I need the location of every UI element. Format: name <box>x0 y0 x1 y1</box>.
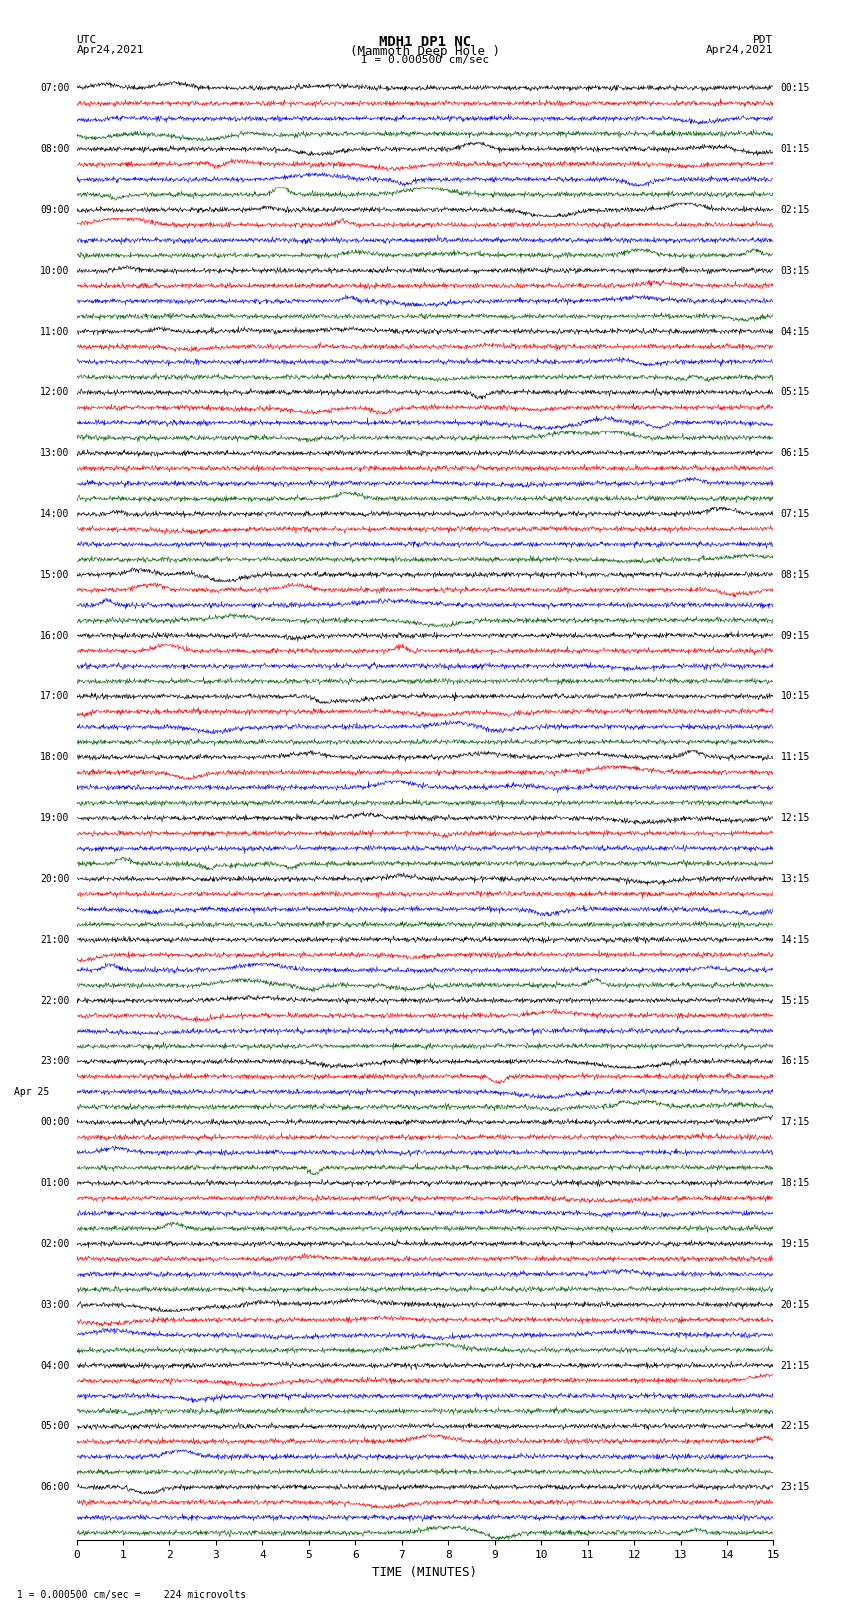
Text: Apr24,2021: Apr24,2021 <box>706 45 774 55</box>
Text: PDT: PDT <box>753 35 774 45</box>
Text: 23:00: 23:00 <box>40 1057 70 1066</box>
Text: 00:00: 00:00 <box>40 1118 70 1127</box>
Text: 02:15: 02:15 <box>780 205 810 215</box>
Text: 06:15: 06:15 <box>780 448 810 458</box>
Text: 03:00: 03:00 <box>40 1300 70 1310</box>
Text: 04:15: 04:15 <box>780 326 810 337</box>
Text: 10:00: 10:00 <box>40 266 70 276</box>
Text: 19:00: 19:00 <box>40 813 70 823</box>
Text: 01:00: 01:00 <box>40 1177 70 1189</box>
Text: 21:00: 21:00 <box>40 936 70 945</box>
Text: 01:15: 01:15 <box>780 144 810 155</box>
Text: 1 = 0.000500 cm/sec =    224 microvolts: 1 = 0.000500 cm/sec = 224 microvolts <box>17 1590 246 1600</box>
Text: 14:00: 14:00 <box>40 510 70 519</box>
Text: I = 0.000500 cm/sec: I = 0.000500 cm/sec <box>361 55 489 65</box>
Text: 11:15: 11:15 <box>780 752 810 763</box>
Text: 18:15: 18:15 <box>780 1177 810 1189</box>
Text: 08:00: 08:00 <box>40 144 70 155</box>
Text: 21:15: 21:15 <box>780 1360 810 1371</box>
Text: 23:15: 23:15 <box>780 1482 810 1492</box>
Text: 00:15: 00:15 <box>780 84 810 94</box>
Text: 20:15: 20:15 <box>780 1300 810 1310</box>
Text: 05:00: 05:00 <box>40 1421 70 1431</box>
Text: 05:15: 05:15 <box>780 387 810 397</box>
Text: 22:15: 22:15 <box>780 1421 810 1431</box>
Text: 15:00: 15:00 <box>40 569 70 579</box>
Text: 09:15: 09:15 <box>780 631 810 640</box>
Text: 13:15: 13:15 <box>780 874 810 884</box>
Text: UTC: UTC <box>76 35 97 45</box>
Text: 22:00: 22:00 <box>40 995 70 1005</box>
Text: MDH1 DP1 NC: MDH1 DP1 NC <box>379 35 471 50</box>
Text: 07:00: 07:00 <box>40 84 70 94</box>
X-axis label: TIME (MINUTES): TIME (MINUTES) <box>372 1566 478 1579</box>
Text: 18:00: 18:00 <box>40 752 70 763</box>
Text: 13:00: 13:00 <box>40 448 70 458</box>
Text: 17:00: 17:00 <box>40 692 70 702</box>
Text: 04:00: 04:00 <box>40 1360 70 1371</box>
Text: 11:00: 11:00 <box>40 326 70 337</box>
Text: 19:15: 19:15 <box>780 1239 810 1248</box>
Text: 14:15: 14:15 <box>780 936 810 945</box>
Text: 06:00: 06:00 <box>40 1482 70 1492</box>
Text: (Mammoth Deep Hole ): (Mammoth Deep Hole ) <box>350 45 500 58</box>
Text: 03:15: 03:15 <box>780 266 810 276</box>
Text: 16:15: 16:15 <box>780 1057 810 1066</box>
Text: 09:00: 09:00 <box>40 205 70 215</box>
Text: 02:00: 02:00 <box>40 1239 70 1248</box>
Text: Apr 25: Apr 25 <box>14 1087 49 1097</box>
Text: 12:00: 12:00 <box>40 387 70 397</box>
Text: 12:15: 12:15 <box>780 813 810 823</box>
Text: 08:15: 08:15 <box>780 569 810 579</box>
Text: 10:15: 10:15 <box>780 692 810 702</box>
Text: 16:00: 16:00 <box>40 631 70 640</box>
Text: 20:00: 20:00 <box>40 874 70 884</box>
Text: 07:15: 07:15 <box>780 510 810 519</box>
Text: Apr24,2021: Apr24,2021 <box>76 45 144 55</box>
Text: 17:15: 17:15 <box>780 1118 810 1127</box>
Text: 15:15: 15:15 <box>780 995 810 1005</box>
